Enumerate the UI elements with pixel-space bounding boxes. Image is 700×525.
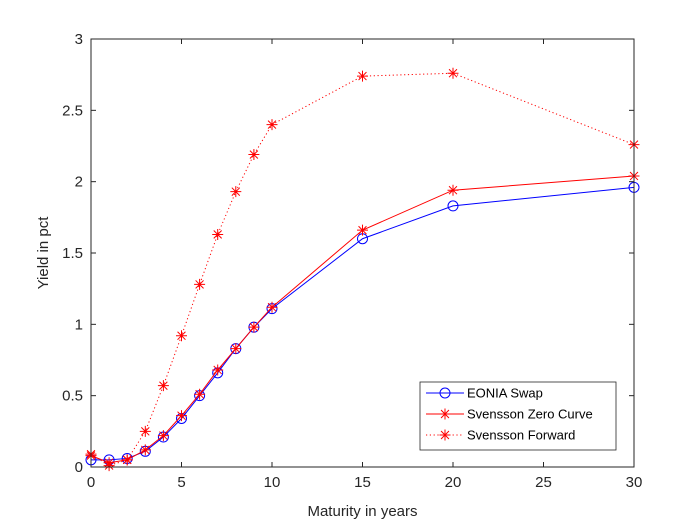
legend-label: Svensson Zero Curve [467, 407, 593, 422]
data-point [248, 149, 260, 161]
x-tick-label: 10 [264, 474, 281, 491]
data-point [176, 410, 187, 422]
data-point [447, 200, 459, 212]
data-point [157, 430, 169, 442]
legend-marker [439, 429, 451, 441]
x-axis-label: Maturity in years [307, 503, 417, 520]
y-tick-label: 1 [75, 316, 83, 333]
legend-entry: EONIA Swap [426, 386, 543, 401]
data-point [194, 388, 206, 400]
legend-entry: Svensson Forward [426, 428, 575, 443]
series-line [90, 175, 635, 464]
data-point [121, 454, 133, 466]
data-point [103, 460, 115, 472]
y-tick-label: 3 [75, 31, 83, 48]
data-point [357, 224, 368, 236]
data-point [194, 278, 206, 290]
data-point [139, 425, 151, 437]
legend-entry: Svensson Zero Curve [426, 407, 593, 422]
y-tick-label: 2 [75, 174, 83, 191]
data-point [266, 119, 278, 131]
legend-marker [439, 408, 451, 420]
data-point [176, 330, 187, 342]
y-tick-label: 1.5 [62, 245, 83, 262]
data-point [139, 444, 151, 456]
data-point [447, 67, 459, 79]
x-tick-label: 0 [87, 474, 95, 491]
data-point [157, 380, 169, 392]
data-point [212, 364, 224, 376]
x-tick-label: 20 [445, 474, 462, 491]
legend: EONIA Swap Svensson Zero Curve Svensson Fo… [419, 381, 617, 451]
y-tick-label: 0.5 [62, 388, 83, 405]
series-layer [85, 67, 640, 472]
y-tick-label: 0 [75, 459, 83, 476]
ticks-layer: 0 5 10 15 20 25 30 0 0.5 1 1.5 2 2.5 3 [62, 31, 642, 491]
legend-label: EONIA Swap [467, 386, 543, 401]
x-tick-label: 15 [354, 474, 371, 491]
series-line [90, 72, 635, 467]
legend-label: Svensson Forward [467, 428, 575, 443]
data-point [248, 321, 260, 333]
x-tick-label: 5 [177, 474, 185, 491]
data-point [212, 228, 224, 240]
data-point [266, 301, 278, 313]
x-tick-label: 30 [626, 474, 643, 491]
data-point [230, 186, 242, 198]
y-tick-label: 2.5 [62, 102, 83, 119]
data-point [230, 343, 242, 355]
data-point [357, 70, 368, 82]
x-tick-label: 25 [535, 474, 552, 491]
y-axis-label: Yield in pct [35, 216, 52, 290]
legend-marker [439, 387, 451, 399]
data-point [447, 184, 459, 196]
